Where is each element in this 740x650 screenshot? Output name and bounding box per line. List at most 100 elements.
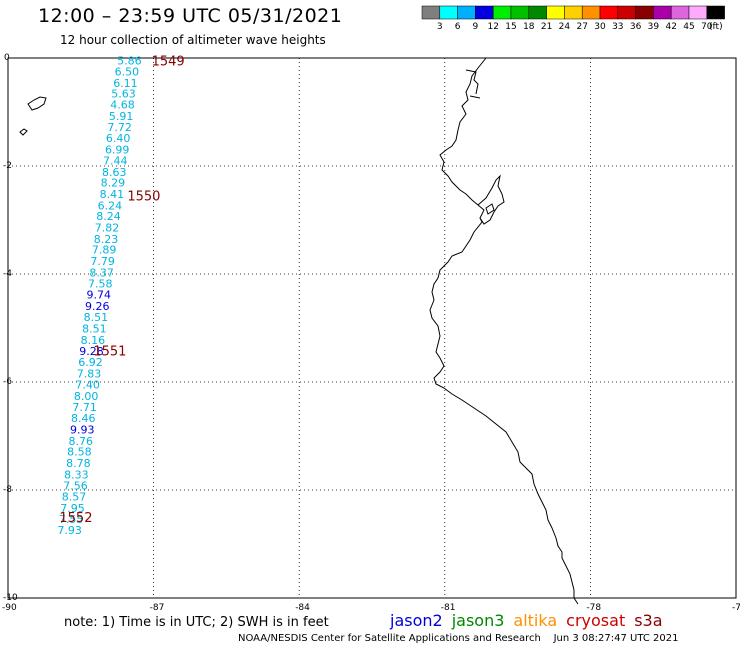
- wave-height-value: 7.82: [95, 222, 120, 235]
- legend-label: 21: [541, 22, 552, 32]
- wave-height-value: 9.74: [87, 289, 112, 302]
- legend-swatch: [653, 5, 672, 20]
- puna-island: [485, 203, 495, 215]
- time-label: 1552: [59, 511, 92, 526]
- legend-swatch: [688, 5, 708, 20]
- legend-swatch: [564, 5, 583, 20]
- legend-swatch: [706, 5, 725, 20]
- wave-height-value: 7.95: [60, 502, 85, 515]
- coastline-inlet: [465, 69, 481, 99]
- legend-label: 9: [473, 22, 479, 32]
- south-america-coastline: [429, 57, 579, 605]
- legend-label: 45: [683, 22, 694, 32]
- wave-height-value: 8.24: [96, 210, 121, 223]
- legend-label: 3: [437, 22, 443, 32]
- legend-label: 12: [487, 22, 498, 32]
- legend-swatch: [670, 5, 690, 20]
- lon-tick-label: -90: [2, 603, 17, 613]
- legend-swatch: [510, 5, 530, 20]
- wave-height-value: 8.63: [102, 166, 127, 179]
- satellite-legend: jason2 jason3 altika cryosat s3a: [389, 611, 663, 630]
- legend-swatch: [457, 5, 476, 20]
- wave-height-value: 8.33: [64, 468, 89, 481]
- lat-tick-label: -6: [3, 377, 12, 387]
- wave-height-value: 8.51: [84, 311, 109, 324]
- credit-text: NOAA/NESDIS Center for Satellite Applica…: [238, 633, 541, 644]
- wave-height-value: 7.89: [92, 244, 117, 257]
- legend-swatch: [421, 5, 441, 20]
- galapagos-island-1: [27, 96, 47, 111]
- legend-label: 15: [505, 22, 516, 32]
- map-subtitle: 12 hour collection of altimeter wave hei…: [60, 33, 326, 47]
- coastline: [19, 57, 579, 605]
- wave-height-value: 7.72: [107, 121, 132, 134]
- legend-unit: (ft): [709, 22, 723, 32]
- legend-swatch: [475, 5, 494, 20]
- credit-line: NOAA/NESDIS Center for Satellite Applica…: [238, 633, 678, 644]
- wave-height-value: 6.11: [113, 77, 138, 90]
- lat-tick-label: 0: [4, 53, 10, 63]
- legend-swatch: [546, 5, 565, 20]
- legend-label: 27: [576, 22, 587, 32]
- wave-height-value: 8.16: [81, 334, 106, 347]
- wave-height-value: 7.83: [77, 367, 102, 380]
- legend-label: 39: [648, 22, 660, 32]
- time-label: 1550: [127, 190, 160, 205]
- wave-height-value: 7.55: [59, 513, 84, 526]
- lon-tick-label: -81: [441, 603, 456, 613]
- lon-tick-label: -87: [150, 603, 165, 613]
- legend-label: 6: [455, 22, 461, 32]
- lat-tick-label: -8: [3, 485, 12, 495]
- lat-tick-label: -4: [3, 269, 12, 279]
- wave-height-value: 7.40: [75, 379, 100, 392]
- legend-label: 30: [594, 22, 606, 32]
- legend-label: 36: [630, 22, 642, 32]
- wave-height-value: 8.57: [62, 490, 87, 503]
- lon-tick-label: -78: [586, 603, 601, 613]
- wave-height-value: 8.37: [89, 266, 114, 279]
- time-label: 1551: [93, 345, 126, 360]
- wave-height-value: 8.46: [71, 412, 96, 425]
- altimeter-track: 5.866.506.115.634.685.917.726.406.997.44…: [57, 55, 141, 537]
- legend-swatch: [617, 5, 636, 20]
- wave-height-value: 7.93: [57, 524, 82, 537]
- legend-swatch: [635, 5, 654, 20]
- wave-height-value: 6.40: [106, 132, 131, 145]
- legend-label: 33: [612, 22, 623, 32]
- wave-height-value: 9.93: [70, 424, 95, 437]
- lat-lon-grid: [7, 57, 737, 599]
- color-legend: 3 6 9 12 15 18 21 24 27 30 33 36 39 42 45 70(ft): [421, 5, 725, 32]
- wave-height-value: 4.68: [110, 98, 135, 111]
- legend-label: 18: [523, 22, 535, 32]
- wave-height-value: 8.51: [82, 323, 107, 336]
- satellite-label: s3a: [634, 611, 662, 630]
- time-labels: 1549 1550 1551 1552: [59, 55, 184, 526]
- legend-label: 42: [665, 22, 676, 32]
- wave-height-value: 8.78: [66, 457, 91, 470]
- wave-height-value: 8.23: [94, 233, 119, 246]
- wave-height-value: 8.29: [101, 177, 126, 190]
- satellite-label: jason2: [389, 611, 443, 630]
- wave-height-value: 5.86: [117, 55, 142, 68]
- generated-timestamp: Jun 3 08:27:47 UTC 2021: [553, 633, 679, 644]
- legend-swatch: [492, 5, 512, 20]
- wave-height-value: 7.56: [63, 480, 88, 493]
- legend-swatch: [599, 5, 619, 20]
- wave-height-value: 8.41: [100, 188, 125, 201]
- time-label: 1549: [152, 55, 185, 70]
- wave-height-value: 7.79: [90, 255, 115, 268]
- map-title: 12:00 – 23:59 UTC 05/31/2021: [38, 5, 343, 27]
- wave-height-value: 8.00: [74, 390, 99, 403]
- legend-swatch: [439, 5, 458, 20]
- wave-height-value: 8.76: [69, 435, 94, 448]
- wave-height-value: 6.99: [105, 143, 130, 156]
- satellite-label: cryosat: [566, 611, 625, 630]
- legend-swatch: [581, 5, 601, 20]
- wave-height-value: 6.24: [98, 199, 123, 212]
- wave-height-value: 9.28: [79, 345, 104, 358]
- legend-label: 24: [559, 22, 571, 32]
- wave-height-value: 5.91: [109, 110, 134, 123]
- satellite-label: jason3: [451, 611, 505, 630]
- latitude-tick-labels: 0 -2 -4 -6 -8 -10: [3, 53, 18, 603]
- wave-height-value: 8.58: [67, 446, 92, 459]
